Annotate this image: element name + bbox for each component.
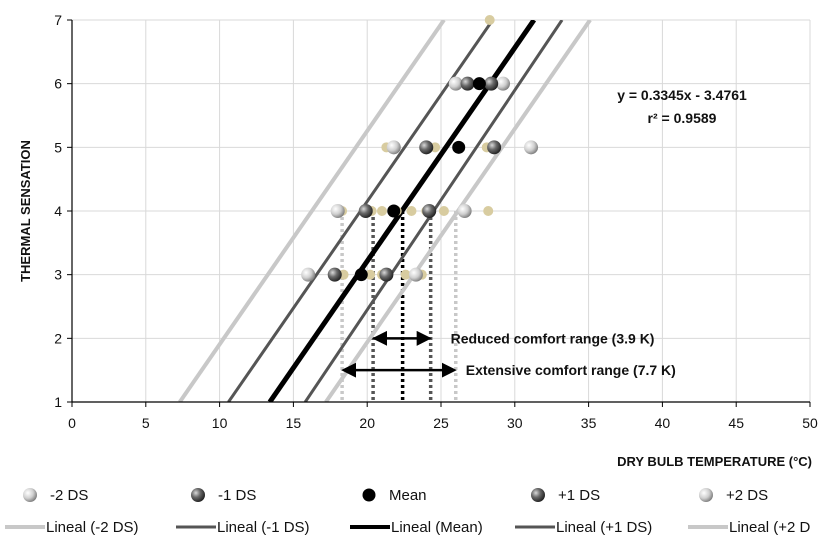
data-point xyxy=(419,140,434,155)
x-tick-label: 30 xyxy=(507,415,523,431)
data-point xyxy=(406,206,417,216)
legend-marker-label: +2 DS xyxy=(726,487,768,504)
data-point xyxy=(487,140,502,155)
legend-marker xyxy=(362,488,376,502)
data-point xyxy=(472,77,486,91)
data-point xyxy=(330,204,345,218)
x-axis-label: DRY BULB TEMPERATURE (°C) xyxy=(617,454,812,469)
data-point xyxy=(376,206,387,216)
data-point xyxy=(400,269,411,280)
data-point xyxy=(327,267,342,282)
data-point xyxy=(365,269,376,280)
legend-line-label: Lineal (Mean) xyxy=(391,519,483,536)
legend-marker-label: -1 DS xyxy=(218,487,256,504)
data-point xyxy=(387,204,401,218)
x-tick-label: 40 xyxy=(655,415,671,431)
data-point xyxy=(448,76,463,91)
legend-marker xyxy=(699,488,713,502)
x-tick-label: 5 xyxy=(142,415,150,431)
legend-line-label: Lineal (-2 DS) xyxy=(46,519,139,536)
axes xyxy=(67,19,811,407)
legend-marker xyxy=(23,488,37,502)
y-tick-label: 3 xyxy=(54,267,62,283)
y-tick-label: 5 xyxy=(54,139,62,155)
data-point xyxy=(495,76,510,91)
trendline xyxy=(178,20,446,402)
x-tick-label: 50 xyxy=(802,415,818,431)
data-point xyxy=(484,76,499,91)
data-point xyxy=(484,15,495,25)
data-point xyxy=(422,204,437,218)
legend-marker-label: +1 DS xyxy=(558,487,600,504)
data-point xyxy=(408,267,423,282)
x-tick-label: 20 xyxy=(359,415,375,431)
data-points xyxy=(301,15,539,282)
legend-marker-label: Mean xyxy=(389,487,427,504)
y-tick-label: 1 xyxy=(54,394,62,410)
x-tick-label: 35 xyxy=(581,415,597,431)
x-tick-label: 25 xyxy=(433,415,449,431)
data-point xyxy=(438,206,449,216)
comfort-vertical-lines xyxy=(340,211,458,402)
data-point xyxy=(386,140,401,155)
data-point xyxy=(524,140,539,155)
r-squared-label: r² = 0.9589 xyxy=(648,110,717,126)
y-tick-label: 2 xyxy=(54,330,62,346)
legend-line-label: Lineal (-1 DS) xyxy=(217,519,310,536)
comfort-ranges: Reduced comfort range (3.9 K) Extensive c… xyxy=(341,330,676,378)
legend: -2 DS -1 DS Mean +1 DS +2 DS Lineal (-2 DS) Li… xyxy=(5,487,810,536)
y-tick-label: 6 xyxy=(54,76,62,92)
y-tick-label: 7 xyxy=(54,12,62,28)
x-tick-label: 15 xyxy=(286,415,302,431)
x-tick-label: 0 xyxy=(68,415,76,431)
legend-line-label: Lineal (+2 D xyxy=(729,519,810,536)
data-point xyxy=(452,140,466,154)
y-tick-label: 4 xyxy=(54,203,62,219)
data-point xyxy=(354,268,368,282)
data-point xyxy=(358,204,373,218)
data-point xyxy=(483,206,494,216)
legend-marker-label: -2 DS xyxy=(50,487,88,504)
legend-marker xyxy=(191,488,205,502)
data-point xyxy=(457,204,472,218)
x-tick-label: 10 xyxy=(212,415,228,431)
data-point xyxy=(301,267,316,282)
comfort-range-label: Reduced comfort range (3.9 K) xyxy=(451,330,655,346)
data-point xyxy=(379,267,394,282)
y-axis-label: THERMAL SENSATION xyxy=(18,140,33,282)
equation-label: y = 0.3345x - 3.4761 xyxy=(617,87,747,103)
legend-line-label: Lineal (+1 DS) xyxy=(556,519,652,536)
comfort-range-label: Extensive comfort range (7.7 K) xyxy=(466,362,676,378)
data-point xyxy=(460,76,475,91)
x-tick-label: 45 xyxy=(728,415,744,431)
legend-marker xyxy=(531,488,545,502)
